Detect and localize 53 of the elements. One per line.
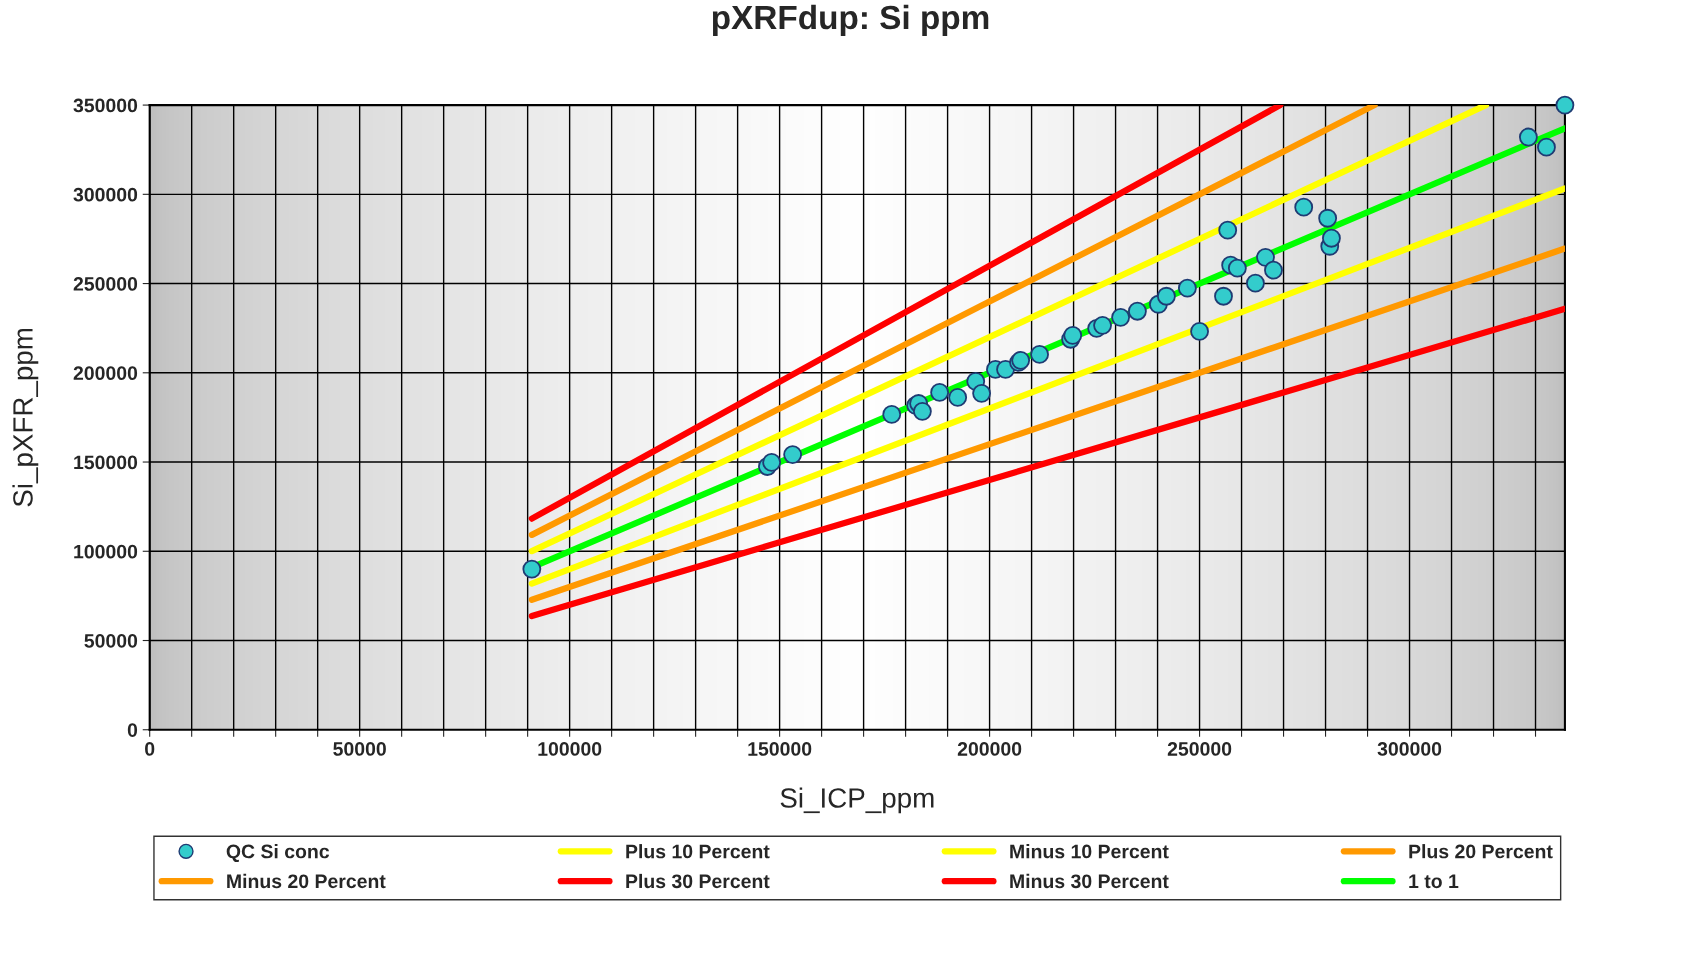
x-tick-label: 250000 xyxy=(1167,742,1232,756)
legend-label: Plus 10 Percent xyxy=(626,844,770,859)
point xyxy=(1111,307,1131,327)
x-tick-label: 200000 xyxy=(957,742,1022,756)
point xyxy=(1294,197,1314,217)
legend-label: 1 to 1 xyxy=(1409,874,1459,889)
point xyxy=(1190,321,1209,341)
point xyxy=(1256,247,1275,267)
point xyxy=(948,388,968,407)
point xyxy=(762,452,782,472)
x-axis-title: Si_ICP_ppm xyxy=(780,787,934,814)
point xyxy=(1218,220,1238,240)
y-tick-label: 150000 xyxy=(74,455,138,470)
legend-label: Plus 30 Percent xyxy=(626,873,770,889)
y-tick-label: 300000 xyxy=(73,187,138,202)
y-tick-label: 250000 xyxy=(73,277,138,291)
point xyxy=(1128,301,1147,321)
point xyxy=(1246,273,1265,293)
y-tick-label: 100000 xyxy=(74,544,138,559)
point xyxy=(1156,286,1176,306)
x-tick-label: 50000 xyxy=(333,742,386,756)
point xyxy=(783,445,803,464)
legend-label: Minus 30 Percent xyxy=(1010,873,1169,889)
point xyxy=(1030,345,1049,364)
point xyxy=(930,383,950,402)
y-tick-label: 200000 xyxy=(73,366,138,381)
point xyxy=(1264,260,1283,280)
point xyxy=(882,404,902,424)
legend-label: Plus 20 Percent xyxy=(1409,844,1553,859)
point xyxy=(1214,286,1233,306)
x-tick-label: 150000 xyxy=(748,742,812,756)
point xyxy=(1537,137,1556,157)
point xyxy=(522,559,542,579)
legend-label: Minus 20 Percent xyxy=(227,873,386,889)
chart-title: pXRFdup: Si ppm xyxy=(712,4,989,36)
point xyxy=(1177,278,1197,298)
legend-label: Minus 10 Percent xyxy=(1010,844,1169,859)
legend-label: QC Si conc xyxy=(226,844,330,862)
y-axis-title: Si_pXFR_ppm xyxy=(12,328,39,507)
point xyxy=(1093,315,1112,335)
x-tick-label: 300000 xyxy=(1377,742,1442,756)
point xyxy=(1518,127,1538,147)
point xyxy=(1227,258,1247,278)
x-tick-label: 0 xyxy=(145,742,155,756)
point xyxy=(1322,228,1341,248)
point xyxy=(972,383,992,403)
point xyxy=(912,401,932,421)
point xyxy=(1555,95,1575,115)
x-tick-label: 100000 xyxy=(538,742,602,756)
point xyxy=(1318,208,1338,228)
y-tick-label: 50000 xyxy=(84,633,138,648)
y-tick-label: 350000 xyxy=(73,98,138,113)
y-tick-label: 0 xyxy=(127,723,138,737)
